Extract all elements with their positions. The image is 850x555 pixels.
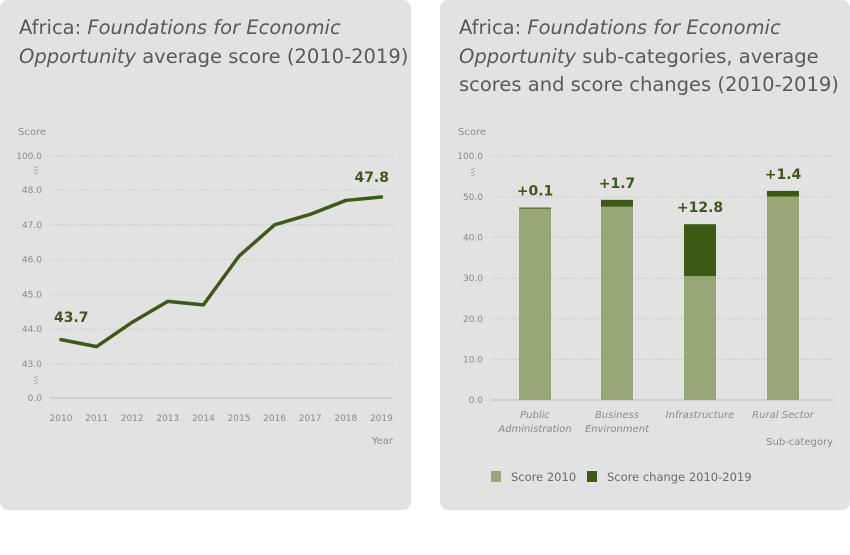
line-chart: Score 0.0 43.0 44.0 45.0 46.0 47.0 48.0 100.0 201… [16,127,394,447]
x-tick-label: Rural Sector [752,410,815,421]
y-tick-label: 100.0 [16,152,42,162]
x-tick-label: 2016 [263,414,286,424]
bar-chart-panel: Africa: Foundations for Economic Opportu… [440,0,850,510]
axis-break-icon [33,376,39,379]
x-tick-label: 2014 [192,414,215,424]
legend-label: Score change 2010-2019 [607,470,752,484]
y-tick-label: 50.0 [463,193,483,203]
axis-break-icon [33,169,39,172]
y-tick-label: 43.0 [22,360,42,370]
y-tick-label: 48.0 [22,186,42,196]
bar-score-2010 [601,206,633,400]
y-axis-title: Score [18,127,46,138]
y-tick-label: 0.0 [469,396,484,406]
data-label: +1.4 [765,167,802,183]
line-chart-panel: Africa: Foundations for Economic Opportu… [0,0,411,510]
data-label: 43.7 [54,310,89,326]
y-tick-label: 100.0 [457,152,483,162]
x-axis-title: Sub-category [766,437,833,448]
y-axis-title: Score [458,127,486,138]
y-tick-label: 46.0 [22,256,42,266]
x-tick-label: Administration [497,424,571,435]
x-tick-label: 2012 [121,414,144,424]
y-tick-label: 45.0 [22,290,42,300]
x-tick-label: 2011 [85,414,108,424]
bar-score-change [519,207,551,209]
x-tick-label: 2015 [228,414,251,424]
bar-score-2010 [767,196,799,400]
x-tick-label: Public [520,410,550,421]
axis-break-icon [33,379,39,382]
x-tick-label: 2017 [299,414,322,424]
data-label: +12.8 [677,200,723,216]
y-tick-label: 10.0 [463,355,483,365]
x-tick-label: Business [595,410,639,421]
chart-title: Africa: Foundations for Economic Opportu… [459,16,839,96]
data-label: +0.1 [517,184,554,200]
y-tick-label: 47.0 [22,221,42,231]
axis-break-icon [470,171,476,174]
axis-break-icon [33,382,39,385]
bar-chart: Score 0.0 10.0 20.0 30.0 40.0 50.0 100.0 +0.1 Pub… [457,127,833,484]
data-label: +1.7 [599,176,636,192]
bar-score-change [767,190,799,197]
axis-break-icon [470,168,476,171]
chart-title: Africa: Foundations for Economic Opportu… [19,16,409,68]
series-line [59,195,384,349]
x-tick-label: Infrastructure [666,410,735,421]
y-tick-label: 30.0 [463,274,483,284]
y-tick-label: 40.0 [463,234,483,244]
axis-break-icon [33,172,39,175]
y-tick-label: 0.0 [28,394,43,404]
data-label: 47.8 [354,170,389,186]
x-axis-title: Year [371,436,394,447]
y-tick-label: 44.0 [22,325,42,335]
y-tick-label: 20.0 [463,315,483,325]
x-tick-label: 2010 [50,414,73,424]
bar-score-2010 [519,207,551,400]
axis-break-icon [470,174,476,177]
legend-swatch-score-2010 [491,471,501,482]
axis-break-icon [33,166,39,169]
bar-score-change [601,199,633,207]
bar-score-change [684,224,716,277]
x-tick-label: Environment [585,424,650,435]
legend-label: Score 2010 [511,470,576,484]
legend-swatch-score-change [587,471,597,482]
x-tick-label: 2018 [334,414,357,424]
x-tick-label: 2019 [370,414,393,424]
x-tick-label: 2013 [156,414,179,424]
bar-score-2010 [684,276,716,400]
